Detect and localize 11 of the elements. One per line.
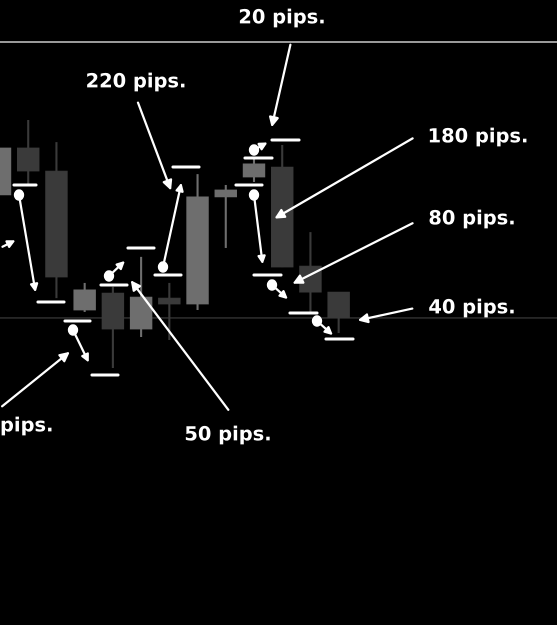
- candlestick: [73, 282, 96, 313]
- text: pips.: [2, 416, 52, 436]
- text: 220 pips.: [87, 72, 184, 92]
- text: 20 pips.: [240, 8, 324, 28]
- candlestick: [214, 184, 237, 250]
- text: 50 pips.: [186, 426, 270, 444]
- text: 40 pips.: [429, 298, 514, 318]
- text: 80 pips.: [430, 210, 514, 228]
- candlestick: [242, 158, 266, 184]
- candlestick: [17, 118, 40, 186]
- text: 180 pips.: [430, 128, 526, 146]
